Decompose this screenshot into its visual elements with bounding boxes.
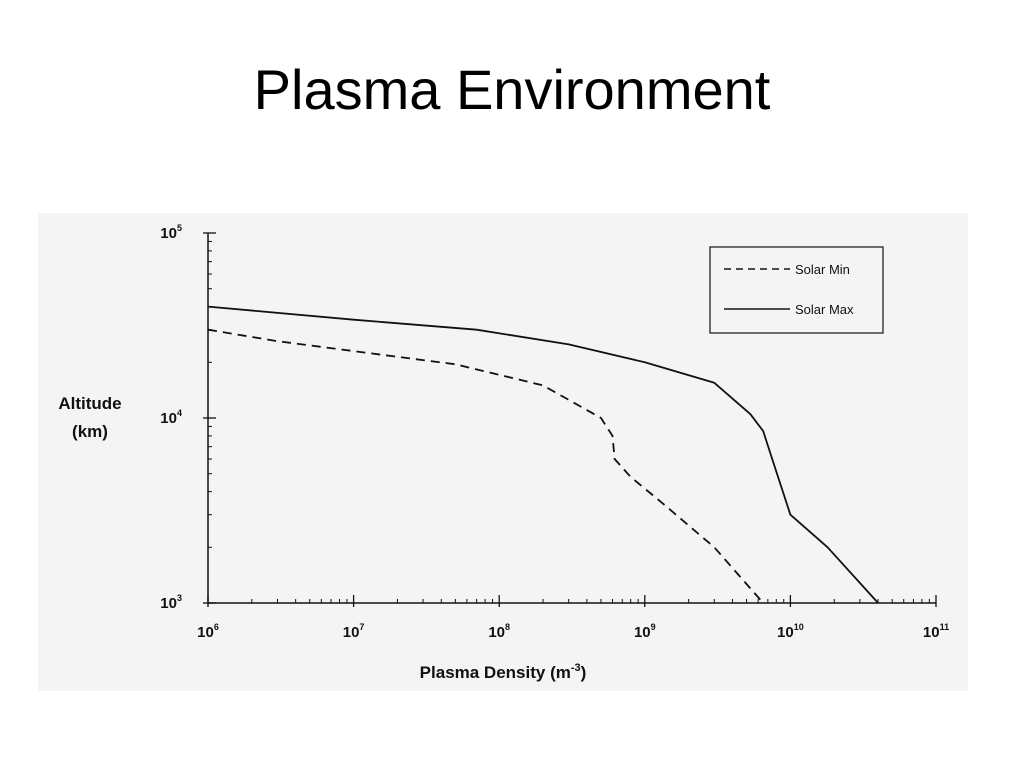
- x-tick-label: 109: [634, 622, 656, 641]
- legend: Solar Min Solar Max: [709, 246, 884, 334]
- figure-panel: [38, 213, 968, 691]
- legend-box: [709, 246, 884, 334]
- y-tick-label: 103: [160, 593, 182, 612]
- series-lines: [207, 305, 879, 604]
- legend-label-solar-min: Solar Min: [795, 262, 850, 277]
- x-tick-label: 1010: [777, 622, 804, 641]
- x-tick-label: 1011: [923, 622, 949, 641]
- series-line-solar-min: [207, 328, 764, 604]
- y-tick-label: 105: [160, 223, 182, 242]
- slide-title: Plasma Environment: [253, 58, 771, 121]
- y-axis-title-line1: Altitude: [58, 394, 121, 413]
- x-tick-label: 108: [488, 622, 510, 641]
- y-tick-label: 104: [160, 408, 182, 427]
- x-tick-label: 106: [197, 622, 219, 641]
- series-line-solar-max: [207, 305, 879, 604]
- x-tick-label: 107: [343, 622, 365, 641]
- x-axis-title: Plasma Density (m-3): [420, 662, 587, 682]
- y-axis-title-line2: (km): [72, 422, 108, 441]
- chart: 106 107 108 109 1010 1011 103 104 105 Altitude (…: [58, 223, 949, 682]
- ticks: 106 107 108 109 1010 1011 103 104 105: [160, 223, 949, 641]
- legend-label-solar-max: Solar Max: [795, 302, 854, 317]
